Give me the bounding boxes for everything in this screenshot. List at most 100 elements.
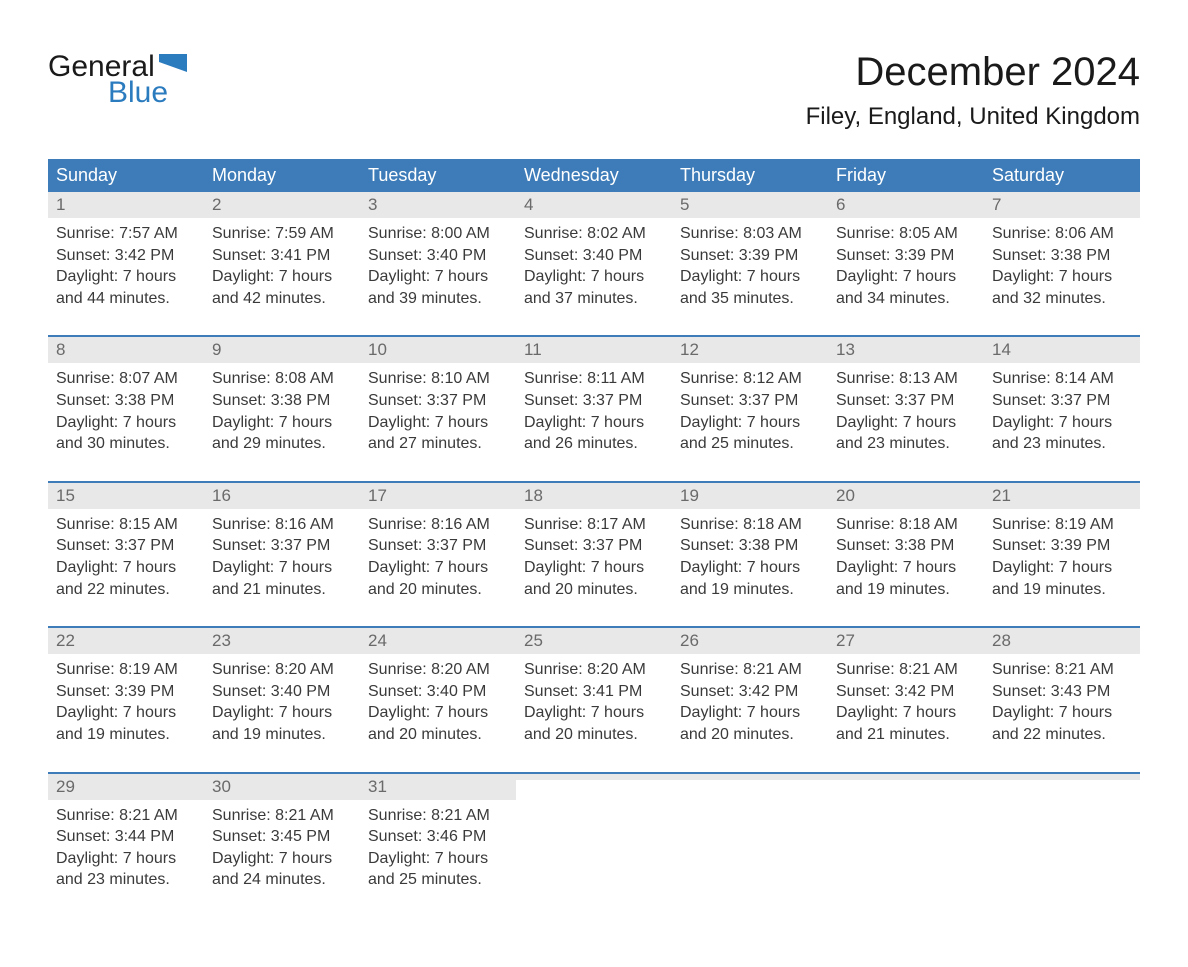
day-number: 13 xyxy=(836,340,855,359)
day-number: 6 xyxy=(836,195,845,214)
day-sunset: Sunset: 3:39 PM xyxy=(992,535,1132,557)
day-sunrise: Sunrise: 8:11 AM xyxy=(524,368,664,390)
day-cell: 27 Sunrise: 8:21 AMSunset: 3:42 PMDayligh… xyxy=(828,628,984,745)
day-number-row: 15 xyxy=(48,483,204,509)
day-sunrise: Sunrise: 8:20 AM xyxy=(368,659,508,681)
day-sunrise: Sunrise: 8:13 AM xyxy=(836,368,976,390)
calendar: Sunday Monday Tuesday Wednesday Thursday… xyxy=(48,159,1140,891)
day-cell: 18Sunrise: 8:17 AMSunset: 3:37 PMDayligh… xyxy=(516,483,672,600)
day-number-row xyxy=(672,774,828,780)
day-number: 8 xyxy=(56,340,65,359)
day-cell: 7 Sunrise: 8:06 AMSunset: 3:38 PMDaylight… xyxy=(984,192,1140,309)
day-sunrise: Sunrise: 8:07 AM xyxy=(56,368,196,390)
day-cell: 12Sunrise: 8:12 AMSunset: 3:37 PMDayligh… xyxy=(672,337,828,454)
day-number: 9 xyxy=(212,340,221,359)
day-sunset: Sunset: 3:40 PM xyxy=(212,681,352,703)
day-sunrise: Sunrise: 8:21 AM xyxy=(680,659,820,681)
day-sunrise: Sunrise: 8:19 AM xyxy=(56,659,196,681)
day-number: 15 xyxy=(56,486,75,505)
day-number-row: 10 xyxy=(360,337,516,363)
day-dl2: and 19 minutes. xyxy=(212,724,352,746)
day-dl2: and 22 minutes. xyxy=(992,724,1132,746)
day-number-row: 3 xyxy=(360,192,516,218)
day-content: Sunrise: 7:59 AMSunset: 3:41 PMDaylight:… xyxy=(204,218,360,309)
day-number-row: 16 xyxy=(204,483,360,509)
day-sunset: Sunset: 3:38 PM xyxy=(680,535,820,557)
day-content: Sunrise: 8:17 AMSunset: 3:37 PMDaylight:… xyxy=(516,509,672,600)
day-cell: 21 Sunrise: 8:19 AMSunset: 3:39 PMDayligh… xyxy=(984,483,1140,600)
day-dl1: Daylight: 7 hours xyxy=(836,412,976,434)
day-dl1: Daylight: 7 hours xyxy=(56,557,196,579)
day-sunrise: Sunrise: 8:20 AM xyxy=(212,659,352,681)
day-sunrise: Sunrise: 8:21 AM xyxy=(992,659,1132,681)
day-sunrise: Sunrise: 8:18 AM xyxy=(680,514,820,536)
day-number: 28 xyxy=(992,631,1011,650)
day-dl1: Daylight: 7 hours xyxy=(836,557,976,579)
day-number: 30 xyxy=(212,777,231,796)
day-dl2: and 26 minutes. xyxy=(524,433,664,455)
day-sunrise: Sunrise: 8:21 AM xyxy=(212,805,352,827)
day-number: 3 xyxy=(368,195,377,214)
day-dl2: and 22 minutes. xyxy=(56,579,196,601)
day-dl1: Daylight: 7 hours xyxy=(680,557,820,579)
day-sunset: Sunset: 3:37 PM xyxy=(368,535,508,557)
day-cell: 1Sunrise: 7:57 AMSunset: 3:42 PMDaylight… xyxy=(48,192,204,309)
day-dl2: and 25 minutes. xyxy=(680,433,820,455)
day-content: Sunrise: 8:21 AMSunset: 3:42 PMDaylight:… xyxy=(828,654,984,745)
day-dl2: and 23 minutes. xyxy=(992,433,1132,455)
day-number-row: 21 xyxy=(984,483,1140,509)
day-dl1: Daylight: 7 hours xyxy=(56,702,196,724)
day-dl2: and 19 minutes. xyxy=(836,579,976,601)
day-cell: 25Sunrise: 8:20 AMSunset: 3:41 PMDayligh… xyxy=(516,628,672,745)
day-content: Sunrise: 8:21 AMSunset: 3:46 PMDaylight:… xyxy=(360,800,516,891)
day-content: Sunrise: 8:19 AMSunset: 3:39 PMDaylight:… xyxy=(984,509,1140,600)
day-sunrise: Sunrise: 8:16 AM xyxy=(368,514,508,536)
day-dl1: Daylight: 7 hours xyxy=(992,266,1132,288)
day-dl1: Daylight: 7 hours xyxy=(524,702,664,724)
day-content: Sunrise: 7:57 AMSunset: 3:42 PMDaylight:… xyxy=(48,218,204,309)
day-cell: 16Sunrise: 8:16 AMSunset: 3:37 PMDayligh… xyxy=(204,483,360,600)
day-dl2: and 35 minutes. xyxy=(680,288,820,310)
day-dl1: Daylight: 7 hours xyxy=(524,412,664,434)
day-sunrise: Sunrise: 8:16 AM xyxy=(212,514,352,536)
day-number-row xyxy=(984,774,1140,780)
day-number-row: 29 xyxy=(48,774,204,800)
day-dl1: Daylight: 7 hours xyxy=(212,702,352,724)
day-dl1: Daylight: 7 hours xyxy=(368,412,508,434)
day-cell: 20Sunrise: 8:18 AMSunset: 3:38 PMDayligh… xyxy=(828,483,984,600)
day-sunset: Sunset: 3:38 PM xyxy=(836,535,976,557)
day-header-tuesday: Tuesday xyxy=(360,159,516,192)
day-cell: 11Sunrise: 8:11 AMSunset: 3:37 PMDayligh… xyxy=(516,337,672,454)
day-content: Sunrise: 8:13 AMSunset: 3:37 PMDaylight:… xyxy=(828,363,984,454)
day-content: Sunrise: 8:19 AMSunset: 3:39 PMDaylight:… xyxy=(48,654,204,745)
day-cell: 31Sunrise: 8:21 AMSunset: 3:46 PMDayligh… xyxy=(360,774,516,891)
day-number-row: 18 xyxy=(516,483,672,509)
day-sunset: Sunset: 3:44 PM xyxy=(56,826,196,848)
day-number: 21 xyxy=(992,486,1011,505)
day-content: Sunrise: 8:02 AMSunset: 3:40 PMDaylight:… xyxy=(516,218,672,309)
day-number-row: 20 xyxy=(828,483,984,509)
day-dl2: and 25 minutes. xyxy=(368,869,508,891)
day-dl1: Daylight: 7 hours xyxy=(368,557,508,579)
flag-icon xyxy=(159,54,187,76)
day-dl1: Daylight: 7 hours xyxy=(680,412,820,434)
day-dl1: Daylight: 7 hours xyxy=(56,266,196,288)
day-dl2: and 44 minutes. xyxy=(56,288,196,310)
day-dl1: Daylight: 7 hours xyxy=(680,266,820,288)
day-content: Sunrise: 8:06 AMSunset: 3:38 PMDaylight:… xyxy=(984,218,1140,309)
day-number: 17 xyxy=(368,486,387,505)
day-sunset: Sunset: 3:38 PM xyxy=(56,390,196,412)
location-text: Filey, England, United Kingdom xyxy=(806,103,1140,131)
day-number: 16 xyxy=(212,486,231,505)
day-sunrise: Sunrise: 7:57 AM xyxy=(56,223,196,245)
day-dl2: and 20 minutes. xyxy=(524,579,664,601)
day-dl2: and 20 minutes. xyxy=(524,724,664,746)
day-number-row: 4 xyxy=(516,192,672,218)
day-number: 27 xyxy=(836,631,855,650)
day-dl2: and 29 minutes. xyxy=(212,433,352,455)
day-sunset: Sunset: 3:38 PM xyxy=(212,390,352,412)
day-dl2: and 23 minutes. xyxy=(56,869,196,891)
day-number: 7 xyxy=(992,195,1001,214)
day-sunrise: Sunrise: 8:19 AM xyxy=(992,514,1132,536)
day-dl2: and 27 minutes. xyxy=(368,433,508,455)
